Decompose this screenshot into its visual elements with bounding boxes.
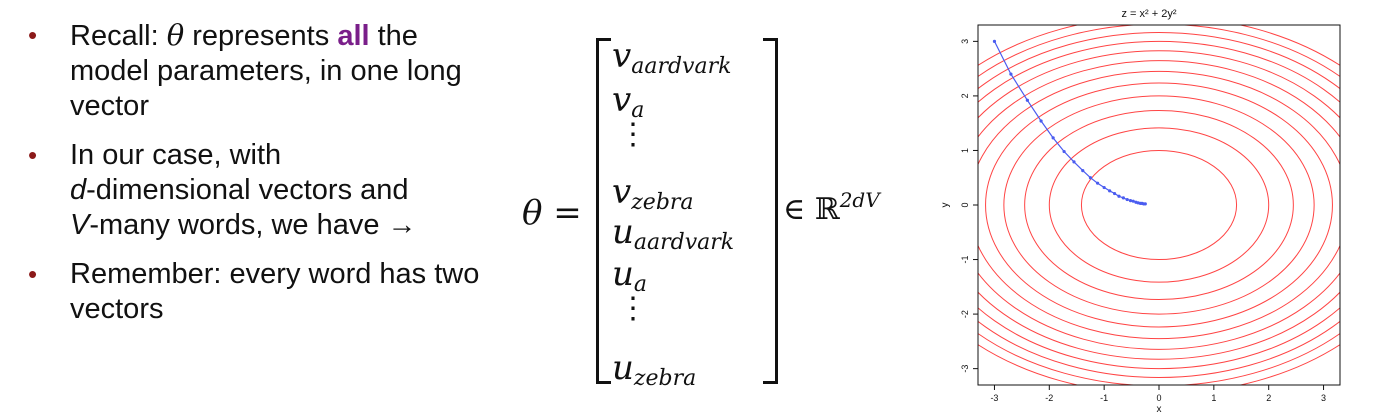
bullet-marker: • [28,259,38,289]
right-bracket [763,38,778,384]
v-symbol: V [70,209,90,241]
plot-title: z = x² + 2y² [1121,8,1176,20]
vector-entry: ua [612,254,648,297]
x-axis-label: x [1157,404,1162,415]
x-tick-label: 2 [1266,393,1271,403]
x-tick-label: 0 [1156,393,1161,403]
contour-line [1003,95,1315,315]
y-tick-label: -3 [960,365,970,373]
descent-point [1125,197,1129,202]
vector-entry: va [612,80,645,123]
bullet-case-line2: -dimensional vectors and [86,174,409,206]
bullet-marker: • [28,140,38,170]
descent-point [1117,194,1121,198]
theta-symbol: θ [166,18,185,52]
x-tick-label: 3 [1321,393,1326,403]
bullet-case-line1: In our case, with [70,139,282,171]
contour-line [978,70,1340,340]
d-symbol: d [70,174,87,206]
x-axis: -3 -2 -1 0 1 2 3 [990,385,1326,403]
vertical-dots: ⋮ [618,291,648,326]
descent-point [1112,191,1117,196]
bullet-marker: • [28,20,38,50]
x-tick-label: -1 [1100,393,1108,403]
descent-point [1121,196,1125,200]
vertical-dots: ⋮ [618,117,648,152]
bullet-recall-middle: represents [184,20,338,52]
descent-point [1128,199,1133,203]
equation-lhs: θ = [522,193,582,233]
descent-point [1143,202,1147,206]
left-bracket [596,38,611,384]
bullet-remember: • Remember: every word has two vectors [28,257,498,327]
bullet-list: • Recall: θ represents all the model par… [28,18,498,341]
descent-point [1009,72,1013,76]
contour-line [1080,149,1238,261]
emphasis-all: all [337,20,370,52]
y-tick-label: 3 [960,39,970,44]
y-tick-label: 2 [960,93,970,98]
contour-lines [978,25,1340,385]
y-tick-label: -2 [960,310,970,318]
x-tick-label: 1 [1211,393,1216,403]
contour-line [978,25,1340,385]
contour-line [978,60,1340,350]
descent-point [1081,169,1085,173]
bullet-our-case: • In our case, with d-dimensional vector… [28,138,498,243]
descent-point [1072,160,1076,164]
y-axis: -3 -2 -1 0 1 2 3 [960,39,978,373]
real-space-membership: ∈ ℝ2dV [783,188,880,227]
contour-line [978,40,1340,370]
descent-point [1095,181,1100,185]
contour-line [978,32,1340,378]
vector-entry: vzebra [612,172,694,215]
bullet-case-line3: -many words, we have → [89,209,417,241]
vector-entry: vaardvark [612,36,732,79]
x-tick-label: -3 [990,393,998,403]
descent-point [1108,189,1112,193]
descent-point [992,39,997,43]
bullet-recall-suffix: the model parameters, in one long vector [70,20,462,122]
y-axis-label: y [940,203,951,208]
x-tick-label: -2 [1045,393,1053,403]
contour-line [1024,110,1294,300]
descent-point [1131,199,1135,203]
vector-entry: uaardvark [612,212,735,255]
y-tick-label: 1 [960,148,970,153]
contour-line [1048,127,1270,283]
descent-line [993,41,1146,205]
descent-point [1062,149,1066,154]
descent-point [1102,185,1106,190]
descent-point [1088,176,1093,180]
vector-entry: uzebra [612,348,697,391]
bullet-remember-text: Remember: every word has two vectors [70,258,480,325]
descent-path [992,39,1147,206]
bullet-recall-prefix: Recall: [70,20,167,52]
contour-line [985,82,1333,328]
bullet-recall: • Recall: θ represents all the model par… [28,18,498,124]
descent-point [1025,98,1029,102]
y-tick-label: 0 [960,202,970,207]
y-tick-label: -1 [960,256,970,264]
gradient-descent-contour-plot: z = x² + 2y² -3 -2 -1 0 1 2 3 -3 -2 -1 0 1 2 3 x y [940,8,1341,415]
descent-point [1039,119,1043,123]
contour-line [978,50,1340,360]
descent-point [1051,136,1055,140]
